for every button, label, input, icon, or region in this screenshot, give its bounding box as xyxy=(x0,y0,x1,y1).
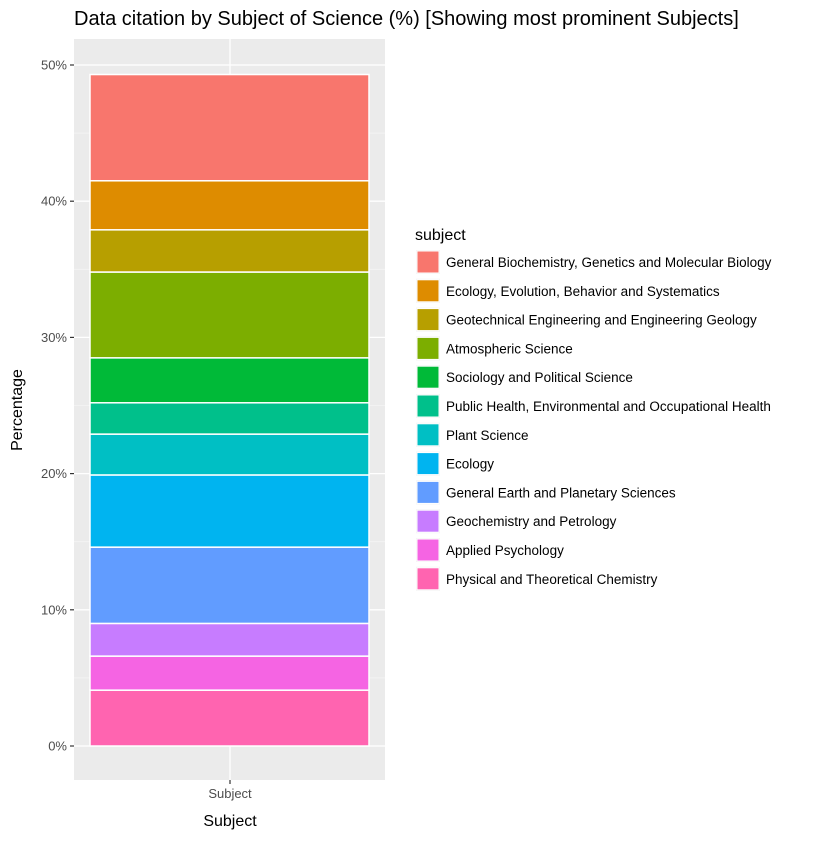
bar-segment xyxy=(89,180,370,231)
y-axis-title: Percentage xyxy=(9,369,26,451)
legend-swatch xyxy=(416,365,440,389)
legend-swatch xyxy=(416,480,440,504)
bar-segments xyxy=(89,73,370,747)
legend-swatch xyxy=(416,279,440,303)
x-axis-title: Subject xyxy=(203,813,257,830)
legend-label: Atmospheric Science xyxy=(446,341,573,356)
bar-segment xyxy=(89,433,370,476)
legend-label: General Earth and Planetary Sciences xyxy=(446,485,676,500)
legend-label: Applied Psychology xyxy=(446,543,564,558)
legend-swatch xyxy=(416,509,440,533)
bar-segment xyxy=(89,689,370,747)
bar-segment xyxy=(89,73,370,182)
legend-swatch xyxy=(416,452,440,476)
x-tick-label: Subject xyxy=(208,786,252,801)
legend-label: Geotechnical Engineering and Engineering… xyxy=(446,313,757,328)
y-tick-label: 20% xyxy=(41,466,67,481)
legend-swatch xyxy=(416,336,440,360)
bar-segment xyxy=(89,546,370,625)
y-tick-label: 50% xyxy=(41,58,67,73)
legend-swatch xyxy=(416,250,440,274)
legend-swatch xyxy=(416,423,440,447)
bar-segment xyxy=(89,271,370,359)
legend-label: Plant Science xyxy=(446,428,529,443)
bar-segment xyxy=(89,622,370,657)
bar-segment xyxy=(89,229,370,273)
bar-segment xyxy=(89,357,370,404)
bar-segment xyxy=(89,655,370,691)
legend-label: Ecology xyxy=(446,457,494,472)
legend-label: Physical and Theoretical Chemistry xyxy=(446,572,658,587)
y-tick-label: 30% xyxy=(41,330,67,345)
legend-swatch xyxy=(416,308,440,332)
legend-label: General Biochemistry, Genetics and Molec… xyxy=(446,255,772,270)
legend-label: Public Health, Environmental and Occupat… xyxy=(446,399,771,414)
y-tick-label: 10% xyxy=(41,602,67,617)
chart-title: Data citation by Subject of Science (%) … xyxy=(74,8,739,30)
y-tick-label: 40% xyxy=(41,194,67,209)
bar-segment xyxy=(89,474,370,548)
legend-title: subject xyxy=(415,227,466,244)
legend-label: Sociology and Political Science xyxy=(446,370,633,385)
y-axis: 0% 10% 20% 30% 40% 50% xyxy=(41,58,74,754)
legend: subject General Biochemistry, Genetics a… xyxy=(415,227,772,591)
bar-segment xyxy=(89,402,370,435)
legend-swatch xyxy=(416,538,440,562)
legend-swatch xyxy=(416,567,440,591)
legend-label: Ecology, Evolution, Behavior and Systema… xyxy=(446,284,720,299)
y-tick-label: 0% xyxy=(48,739,67,754)
legend-swatch xyxy=(416,394,440,418)
legend-label: Geochemistry and Petrology xyxy=(446,514,617,529)
x-axis: Subject xyxy=(208,780,252,801)
